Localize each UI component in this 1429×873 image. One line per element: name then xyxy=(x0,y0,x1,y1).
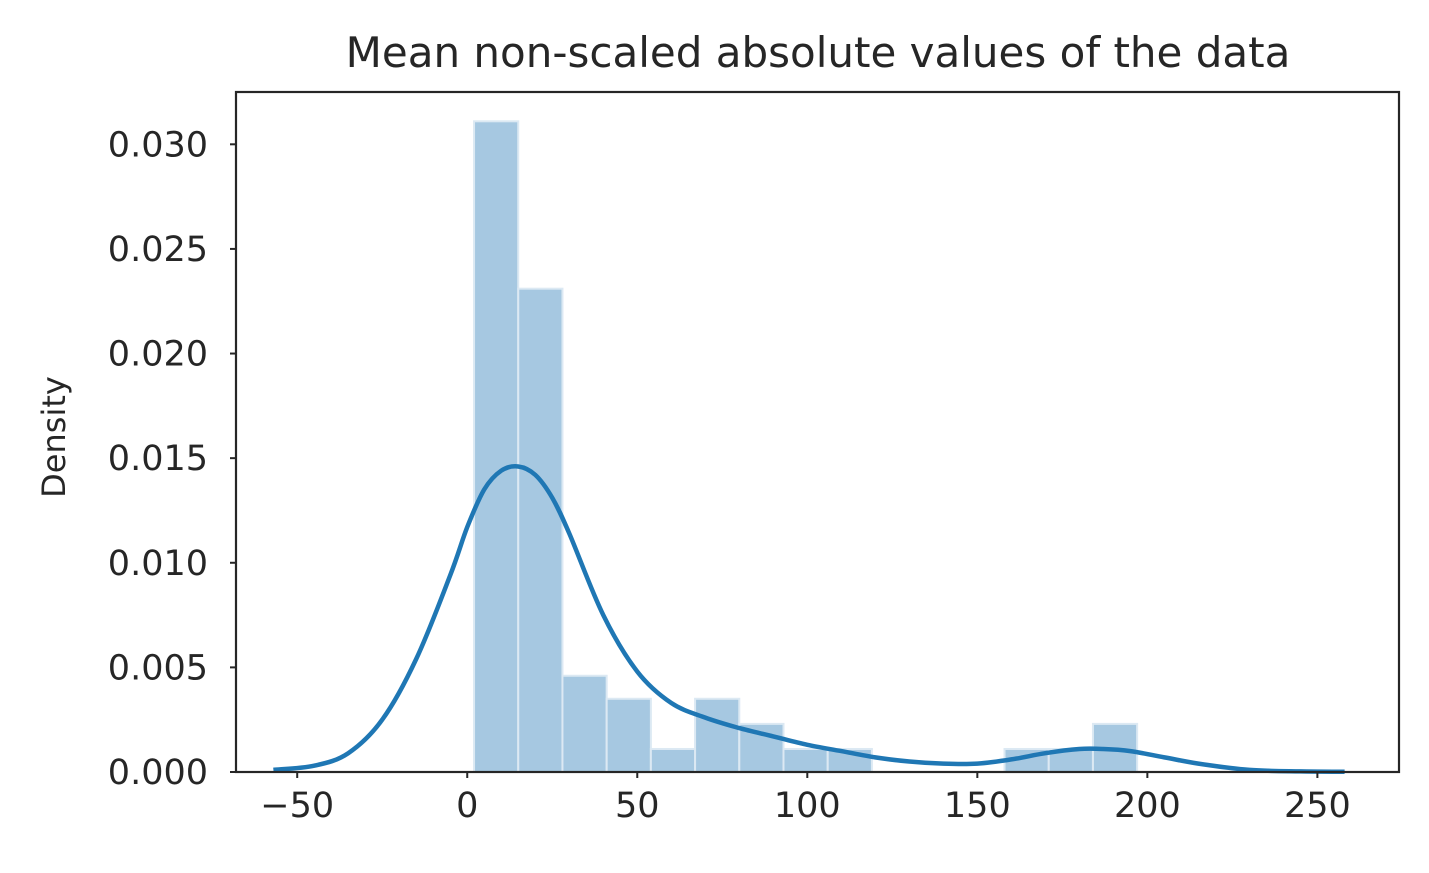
y-tick-label-2: 0.010 xyxy=(108,544,208,584)
x-tick-label-2: 50 xyxy=(615,786,660,826)
kde-curve xyxy=(273,464,1345,775)
histogram-bar-2 xyxy=(561,674,608,773)
y-axis-label: Density xyxy=(35,376,73,498)
x-tick-label-5: 200 xyxy=(1114,786,1181,826)
histogram-bar-0 xyxy=(473,120,520,774)
y-tick-label-5: 0.025 xyxy=(108,230,208,270)
histogram-bars xyxy=(473,120,1139,774)
histogram-bar-1 xyxy=(517,287,564,773)
x-axis: −50 0 50 100 150 200 250 xyxy=(260,772,1351,826)
plot-frame xyxy=(234,90,1401,774)
x-tick-label-1: 0 xyxy=(456,786,478,826)
y-tick-label-6: 0.030 xyxy=(108,125,208,165)
x-tick-label-3: 100 xyxy=(774,786,841,826)
y-tick-label-1: 0.005 xyxy=(108,648,208,688)
histogram-bar-4 xyxy=(649,747,697,774)
chart-title: Mean non-scaled absolute values of the d… xyxy=(346,28,1291,77)
y-tick-label-4: 0.020 xyxy=(108,335,208,375)
y-axis: 0.000 0.005 0.010 0.015 0.020 0.025 0.030 xyxy=(108,125,236,793)
histogram-bar-5 xyxy=(694,697,741,773)
y-tick-label-0: 0.000 xyxy=(108,753,208,793)
histogram-bar-7 xyxy=(782,747,829,774)
histogram-bar-3 xyxy=(605,697,652,773)
x-tick-label-4: 150 xyxy=(944,786,1011,826)
y-tick-label-3: 0.015 xyxy=(108,439,208,479)
x-tick-label-0: −50 xyxy=(260,786,334,826)
x-tick-label-6: 250 xyxy=(1284,786,1351,826)
